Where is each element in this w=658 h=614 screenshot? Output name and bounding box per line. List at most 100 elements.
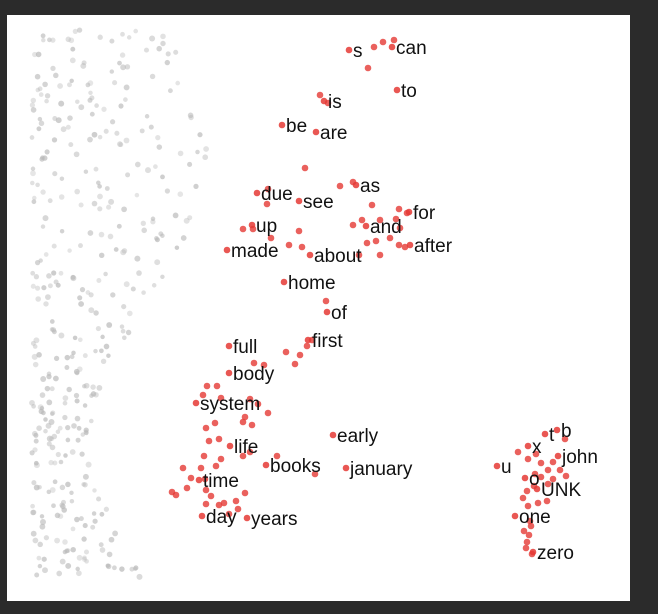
highlight-point [523,538,531,546]
faded-point [44,93,51,99]
highlight-point [225,510,233,518]
faded-point [46,371,52,377]
highlight-point [522,544,530,552]
faded-point [149,73,156,80]
highlight-point [197,464,205,472]
highlight-point [199,391,207,399]
faded-point [55,117,62,124]
faded-point [43,417,48,422]
highlight-point [172,491,180,499]
faded-point [70,546,76,553]
faded-point [38,120,45,127]
faded-point [39,514,45,519]
word-label-one: one [519,507,551,528]
highlight-point [524,502,532,510]
faded-point [106,322,113,328]
highlight-point [217,394,225,402]
faded-point [81,60,87,66]
word-label-about: about [314,246,362,267]
faded-point [122,335,127,341]
faded-point [29,102,36,108]
faded-point [123,281,130,288]
faded-point [96,496,102,502]
faded-point [59,176,65,181]
word-label-due: due [261,184,293,205]
faded-point [84,430,89,436]
faded-point [49,411,55,417]
highlight-point [205,437,213,445]
faded-point [30,170,36,177]
faded-point [88,90,93,96]
faded-point [29,135,35,140]
faded-point [90,391,97,397]
faded-point [48,459,54,466]
highlight-point [285,241,293,249]
highlight-point [549,458,557,466]
faded-point [65,437,71,443]
word-label-x: x [532,437,542,458]
faded-point [136,573,143,580]
faded-point [70,275,77,282]
faded-point [62,400,68,406]
faded-point [197,132,203,138]
highlight-point [392,215,400,223]
word-label-after: after [414,236,453,257]
faded-point [76,27,83,33]
faded-point [139,128,145,134]
highlight-point [246,448,254,456]
highlight-point [386,234,394,242]
faded-point [31,199,37,205]
faded-point [120,31,125,37]
faded-point [155,134,161,141]
faded-point [39,156,45,162]
faded-point [42,567,48,574]
faded-point [69,498,75,504]
faded-point [55,451,61,458]
highlight-point [201,475,209,483]
faded-point [46,441,52,447]
highlight-point [561,435,569,443]
word-label-early: early [337,426,379,447]
word-label-system: system [200,394,260,415]
highlight-point [200,452,208,460]
faded-point [112,530,119,537]
faded-point [46,399,53,406]
faded-point [73,151,80,158]
faded-point [93,310,99,316]
faded-point [160,174,165,180]
faded-point [65,562,72,569]
highlight-point [322,297,330,305]
highlight-point [543,497,551,505]
word-point-john [554,452,562,460]
faded-point [58,332,65,339]
word-point-after [406,241,414,249]
faded-point [42,81,48,88]
word-point-up [248,221,256,229]
faded-point [87,136,93,143]
faded-point [160,40,166,47]
faded-point [37,484,42,490]
word-point-home [280,278,288,286]
faded-point [78,104,85,111]
faded-point [30,340,36,346]
faded-point [123,137,130,144]
faded-point [99,348,104,354]
faded-point [69,490,74,496]
highlight-point [263,200,271,208]
faded-point [30,283,36,289]
highlight-point [526,517,534,525]
faded-point [96,385,103,391]
faded-point [72,28,78,34]
highlight-point [239,225,247,233]
faded-point [148,124,154,130]
faded-point [103,343,110,350]
faded-point [40,376,47,382]
faded-point [79,451,85,457]
faded-point [43,252,49,257]
highlight-point [232,497,240,505]
faded-point [85,82,91,88]
faded-point [47,283,53,289]
faded-point [195,149,200,155]
faded-point [49,444,56,451]
faded-point [103,128,109,134]
